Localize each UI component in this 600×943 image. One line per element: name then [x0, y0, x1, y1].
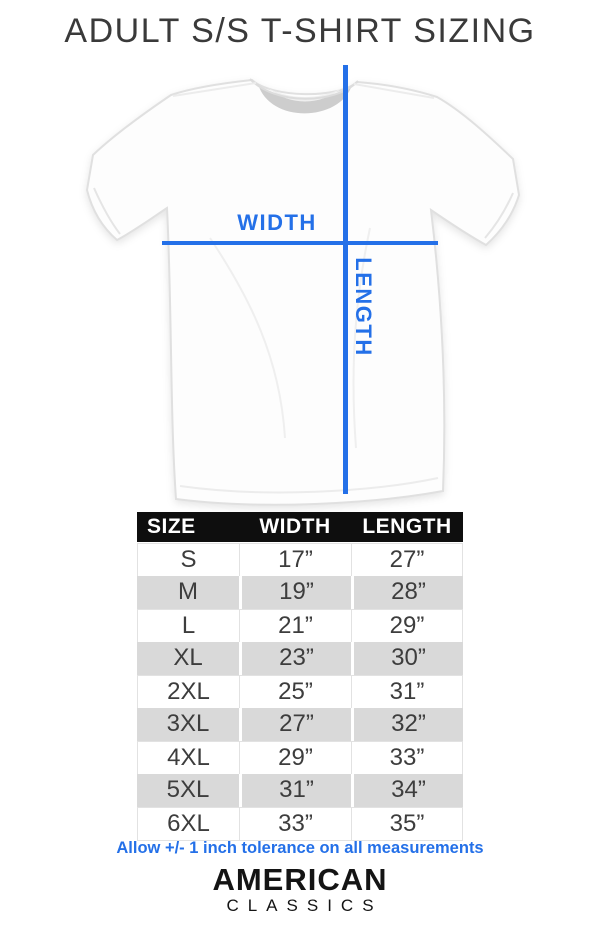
table-row-xl: XL 23” 30” [137, 642, 463, 675]
length-label: LENGTH [351, 257, 376, 357]
cell-length: 29” [351, 609, 463, 643]
cell-width: 27” [239, 708, 351, 741]
table-row-m: M 19” 28” [137, 576, 463, 609]
brand-subname: CLASSICS [226, 896, 383, 915]
cell-length: 33” [351, 741, 463, 775]
cell-width: 17” [239, 543, 351, 577]
cell-size: L [137, 609, 239, 643]
table-row-6xl: 6XL 33” 35” [137, 807, 463, 841]
cell-size: 4XL [137, 741, 239, 775]
header-size: SIZE [147, 515, 196, 538]
cell-width: 33” [239, 807, 351, 841]
cell-length: 27” [351, 543, 463, 577]
cell-size: 6XL [137, 807, 239, 841]
cell-width: 19” [239, 576, 351, 609]
table-row-3xl: 3XL 27” 32” [137, 708, 463, 741]
header-width: WIDTH [259, 515, 331, 538]
cell-width: 25” [239, 675, 351, 709]
cell-size: S [137, 543, 239, 577]
cell-size: 5XL [137, 774, 239, 807]
header-length: LENGTH [362, 515, 452, 538]
tshirt-image [85, 78, 521, 506]
cell-size: 2XL [137, 675, 239, 709]
cell-width: 23” [239, 642, 351, 675]
cell-size: 3XL [137, 708, 239, 741]
cell-width: 31” [239, 774, 351, 807]
length-measure-line [343, 65, 348, 494]
cell-length: 34” [351, 774, 463, 807]
cell-width: 29” [239, 741, 351, 775]
brand-logo: AMERICAN CLASSICS [0, 863, 600, 915]
cell-width: 21” [239, 609, 351, 643]
cell-size: M [137, 576, 239, 609]
cell-length: 30” [351, 642, 463, 675]
page-title: ADULT S/S T-SHIRT SIZING [64, 12, 536, 50]
width-label: WIDTH [237, 210, 317, 235]
cell-length: 32” [351, 708, 463, 741]
width-measure-line [162, 241, 438, 245]
cell-length: 31” [351, 675, 463, 709]
size-table: SIZE WIDTH LENGTH S 17” 27” M 19” 28” L 21” 29” X… [137, 512, 463, 841]
cell-size: XL [137, 642, 239, 675]
table-row-4xl: 4XL 29” 33” [137, 741, 463, 775]
brand-name: AMERICAN [212, 862, 388, 897]
table-body: S 17” 27” M 19” 28” L 21” 29” XL 23” 30” 2XL 25” 31” 3X… [137, 543, 463, 841]
cell-length: 35” [351, 807, 463, 841]
cell-length: 28” [351, 576, 463, 609]
table-header-row: SIZE WIDTH LENGTH [137, 512, 463, 542]
table-row-5xl: 5XL 31” 34” [137, 774, 463, 807]
table-row-s: S 17” 27” [137, 543, 463, 577]
table-row-l: L 21” 29” [137, 609, 463, 643]
tolerance-note: Allow +/- 1 inch tolerance on all measur… [116, 839, 484, 857]
shirt-diagram: WIDTH LENGTH [0, 58, 600, 512]
table-row-2xl: 2XL 25” 31” [137, 675, 463, 709]
